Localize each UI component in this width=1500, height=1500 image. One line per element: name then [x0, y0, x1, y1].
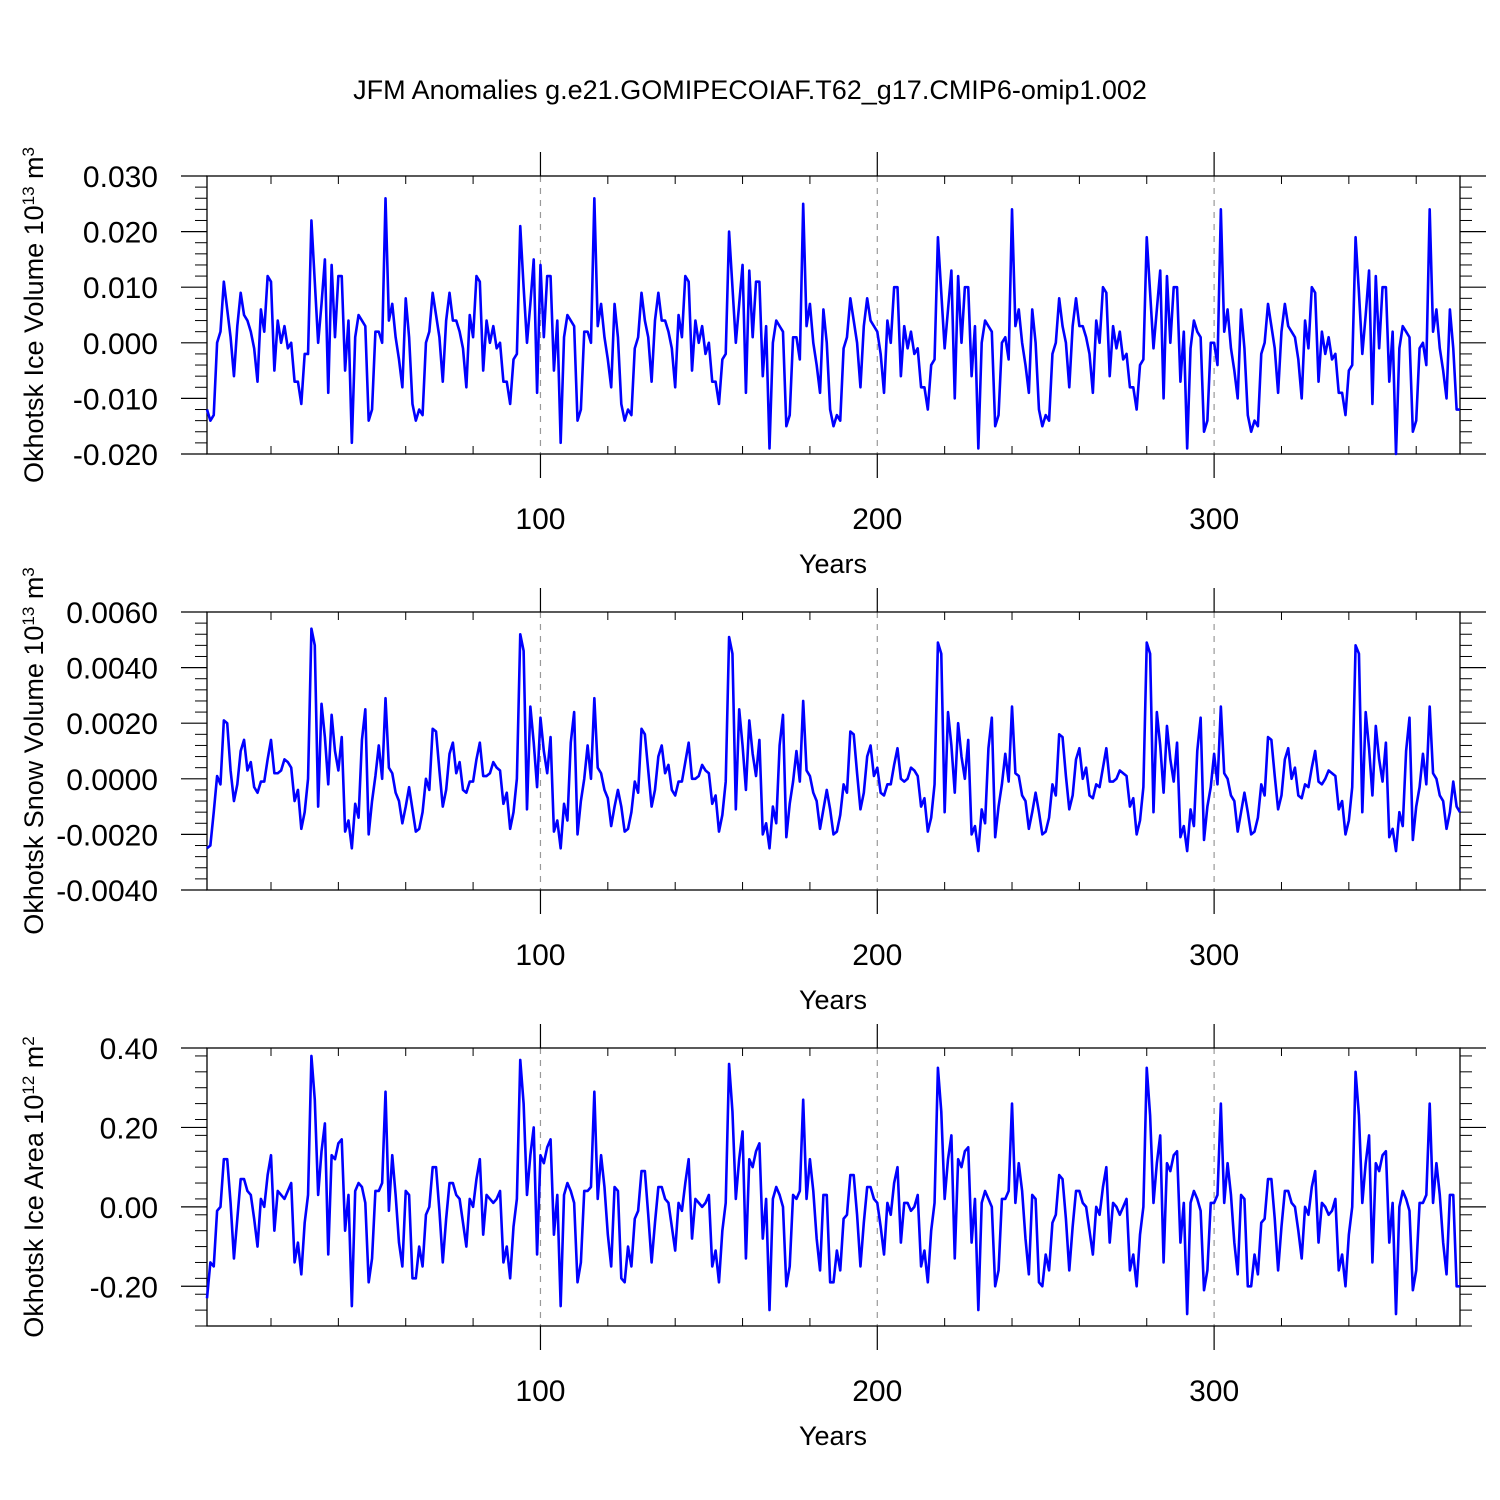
- x-axis-label: Years: [799, 985, 867, 1015]
- x-tick-label: 300: [1189, 939, 1239, 972]
- y-tick-label: 0.20: [100, 1112, 158, 1145]
- y-tick-label: 0.000: [83, 328, 158, 361]
- y-tick-label: 0.0040: [66, 653, 158, 686]
- series-line: [205, 196, 1460, 456]
- x-tick-label: 200: [852, 1375, 902, 1408]
- x-tick-label: 200: [852, 503, 902, 536]
- y-tick-label: 0.40: [100, 1033, 158, 1066]
- y-axis-label: Okhotsk Snow Volume 1013 m3: [19, 567, 50, 935]
- y-tick-label: -0.020: [73, 439, 158, 472]
- y-tick-label: 0.020: [83, 217, 158, 250]
- y-tick-label: 0.010: [83, 272, 158, 305]
- plot-frame: [206, 611, 1461, 891]
- x-tick-label: 300: [1189, 1375, 1239, 1408]
- x-tick-label: 100: [515, 1375, 565, 1408]
- panel-3: 100 200 300 -0.20 0.00 0.20 0.40 Years Okhotsk I…: [19, 1024, 1486, 1451]
- y-tick-label: -0.20: [90, 1271, 158, 1304]
- y-tick-label: -0.0020: [56, 819, 158, 852]
- figure-title: JFM Anomalies g.e21.GOMIPECOIAF.T62_g17.…: [353, 75, 1147, 105]
- y-axis-label: Okhotsk Ice Area 1012 m2: [19, 1036, 50, 1338]
- x-tick-label: 100: [515, 939, 565, 972]
- series-line: [206, 627, 1462, 853]
- plot-frame: [206, 175, 1461, 455]
- y-tick-label: 0.0020: [66, 708, 158, 741]
- x-axis-label: Years: [799, 1421, 867, 1451]
- panel-1: 100 200 300 -0.020 -0.010 0.000 0.010 0.020 0.03…: [19, 147, 1486, 579]
- y-tick-label: 0.0060: [66, 597, 158, 630]
- y-tick-label: -0.0040: [56, 875, 158, 908]
- y-tick-label: 0.0000: [66, 764, 158, 797]
- x-tick-label: 300: [1189, 503, 1239, 536]
- y-tick-label: 0.00: [100, 1192, 158, 1225]
- x-axis-label: Years: [799, 549, 867, 579]
- panels: 100 200 300 -0.020 -0.010 0.000 0.010 0.020 0.03…: [19, 147, 1486, 1451]
- y-axis-label: Okhotsk Ice Volume 1013 m3: [19, 147, 50, 483]
- y-tick-label: -0.010: [73, 383, 158, 416]
- series-line: [205, 1054, 1460, 1316]
- x-tick-label: 200: [852, 939, 902, 972]
- panel-2: 100 200 300 -0.0040 -0.0020 0.0000 0.0020 0.004…: [19, 567, 1486, 1015]
- y-tick-label: 0.030: [83, 161, 158, 194]
- x-tick-label: 100: [515, 503, 565, 536]
- plot-frame: [206, 1047, 1461, 1327]
